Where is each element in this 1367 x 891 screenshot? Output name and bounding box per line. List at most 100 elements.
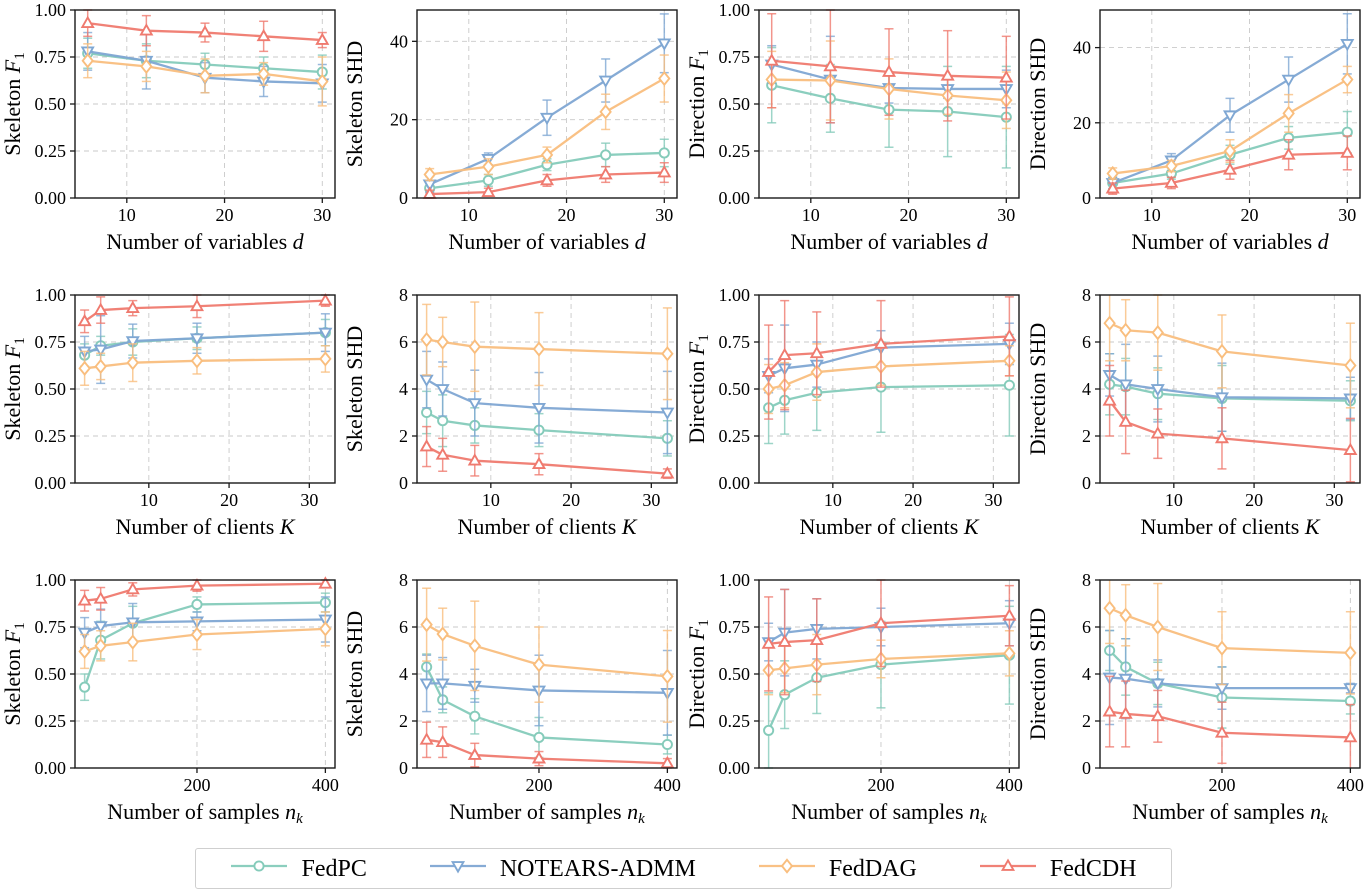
y-axis-label: Direction SHD — [1025, 608, 1050, 741]
series-fedcdh — [77, 576, 333, 612]
series-notears-admm — [419, 649, 675, 736]
chart-direction-f-vs-k: 10 20 30 0.00 0.25 0.50 0.75 1.00 Number of clie… — [684, 285, 1025, 550]
y-axis-label: Direction SHD — [1025, 38, 1050, 171]
x-tick-label: 10 — [823, 490, 841, 510]
tick-labels: 10 20 30 0 2 4 6 8 — [1082, 285, 1343, 510]
y-tick-label: 6 — [399, 332, 408, 352]
ticks — [70, 294, 310, 488]
x-tick-label: 30 — [655, 205, 673, 225]
ticks — [1095, 294, 1336, 488]
series-line — [83, 299, 326, 323]
error-bars — [80, 313, 330, 385]
y-tick-label: 0.25 — [35, 141, 67, 161]
ticks — [411, 579, 668, 773]
legend-item-feddag: FedDAG — [758, 856, 917, 881]
x-axis-label: Number of variables d — [790, 229, 988, 254]
series-feddag — [423, 54, 671, 183]
x-tick-label: 20 — [557, 205, 575, 225]
x-axis-label: Number of clients K — [1141, 514, 1321, 539]
series-notears-admm — [1102, 629, 1358, 726]
ticks — [411, 294, 652, 488]
series-line — [1109, 607, 1351, 654]
y-tick-label: 8 — [399, 285, 408, 305]
chart-skeleton-f-vs-nk: 200 400 0.00 0.25 0.50 0.75 1.00 Number of samp… — [0, 570, 341, 835]
error-bars — [763, 579, 1014, 696]
x-tick-label: 30 — [300, 490, 318, 510]
series-markers — [420, 661, 673, 751]
chart-skeleton-f-vs-d: 10 20 30 0.00 0.25 0.50 0.75 1.00 Number of vari… — [0, 0, 341, 265]
series-notears-admm — [77, 313, 333, 385]
series-feddag — [420, 587, 674, 723]
error-bars — [80, 294, 330, 334]
y-axis-label: Skeleton F1 — [0, 622, 28, 725]
series-fedcdh — [77, 293, 333, 334]
x-tick-label: 200 — [1209, 775, 1236, 795]
x-tick-label: 400 — [654, 775, 681, 795]
x-tick-label: 20 — [220, 490, 238, 510]
x-axis-label: Number of clients K — [799, 514, 979, 539]
error-bars — [763, 296, 1014, 420]
y-tick-label: 6 — [1082, 332, 1091, 352]
series-fedcdh — [764, 9, 1013, 124]
y-tick-label: 4 — [1082, 379, 1091, 399]
feddag-marker-icon — [758, 856, 816, 881]
series-fedcdh — [761, 296, 1016, 420]
chart-skeleton-shd-vs-d: 10 20 30 0 20 40 Number of variables d Skeleton… — [342, 0, 683, 265]
ticks — [753, 579, 1010, 773]
fedpc-marker-icon — [230, 856, 288, 881]
tick-labels: 10 20 30 0.00 0.25 0.50 0.75 1.00 — [718, 0, 1015, 225]
legend-item-fedcdh: FedCDH — [979, 856, 1137, 881]
x-tick-label: 20 — [899, 205, 917, 225]
series-markers — [80, 15, 330, 45]
series-fedcdh — [422, 162, 672, 199]
y-tick-label: 1.00 — [35, 0, 67, 20]
y-axis-label: Direction F1 — [684, 334, 712, 444]
x-tick-label: 30 — [984, 490, 1002, 510]
chart-skeleton-shd-vs-nk: 200 400 0 2 4 6 8 Number of samples nk Skeleton … — [342, 570, 683, 835]
x-tick-label: 10 — [482, 490, 500, 510]
plot-frame — [1099, 9, 1361, 199]
y-tick-label: 1.00 — [718, 285, 750, 305]
ticks — [411, 40, 665, 203]
error-bars — [421, 301, 672, 401]
series-markers — [761, 339, 1016, 384]
figure-grid: 10 20 30 0.00 0.25 0.50 0.75 1.00 Number of vari… — [0, 0, 1364, 835]
y-axis-label: Skeleton SHD — [342, 326, 367, 453]
series-markers — [1103, 315, 1357, 374]
y-tick-label: 1.00 — [718, 570, 750, 590]
x-tick-label: 30 — [1326, 490, 1344, 510]
series-line — [767, 342, 1009, 377]
x-axis-label: Number of clients K — [457, 514, 637, 539]
series-fedpc — [79, 592, 331, 702]
chart-direction-f-vs-d: 10 20 30 0.00 0.25 0.50 0.75 1.00 Number of vari… — [684, 0, 1025, 265]
y-tick-label: 2 — [399, 426, 408, 446]
tick-labels: 10 20 30 0.00 0.25 0.50 0.75 1.00 — [718, 285, 1002, 510]
y-tick-label: 0.75 — [35, 617, 67, 637]
ticks — [70, 579, 327, 773]
y-tick-label: 0.75 — [718, 332, 750, 352]
error-bars — [80, 592, 330, 702]
series-line — [1108, 400, 1351, 452]
series-fedcdh — [1105, 135, 1355, 195]
y-tick-label: 4 — [399, 664, 408, 684]
x-axis-label: Number of variables d — [448, 229, 646, 254]
series-feddag — [78, 343, 332, 386]
x-axis-label: Number of samples nk — [791, 799, 987, 827]
series-fedcdh — [419, 425, 675, 480]
tick-labels: 10 20 30 0 20 40 — [390, 31, 673, 225]
series-feddag — [81, 43, 329, 107]
tick-labels: 200 400 0 2 4 6 8 — [1082, 570, 1364, 795]
y-tick-label: 0 — [399, 473, 408, 493]
y-tick-label: 6 — [399, 617, 408, 637]
series-markers — [420, 406, 673, 444]
series-line — [1109, 676, 1351, 690]
series-fedcdh — [1102, 364, 1358, 483]
ticks — [1095, 579, 1352, 773]
y-tick-label: 40 — [390, 31, 408, 51]
y-axis-label: Skeleton F1 — [0, 337, 28, 440]
series-feddag — [420, 301, 674, 401]
series-markers — [419, 374, 675, 421]
gridlines — [758, 294, 1019, 484]
series-line — [425, 623, 668, 678]
tick-labels: 200 400 0.00 0.25 0.50 0.75 1.00 — [35, 570, 339, 795]
